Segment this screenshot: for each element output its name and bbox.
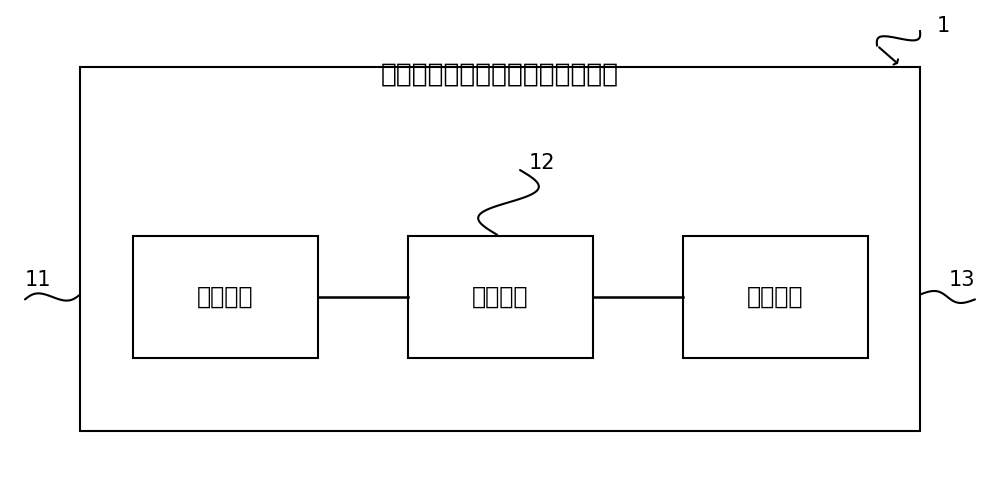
Text: 11: 11	[25, 270, 51, 290]
Bar	[132, 236, 318, 358]
Text: 控制单元: 控制单元	[472, 285, 528, 309]
Text: 13: 13	[949, 270, 975, 290]
Bar	[682, 236, 868, 358]
Text: 抽汽背压给水泵汽轮机的控制系统: 抽汽背压给水泵汽轮机的控制系统	[381, 61, 619, 87]
Bar	[80, 67, 920, 431]
Text: 12: 12	[529, 153, 555, 173]
Text: 执行单元: 执行单元	[747, 285, 803, 309]
Text: 1: 1	[936, 16, 950, 36]
Text: 测量单元: 测量单元	[197, 285, 253, 309]
Bar	[408, 236, 592, 358]
